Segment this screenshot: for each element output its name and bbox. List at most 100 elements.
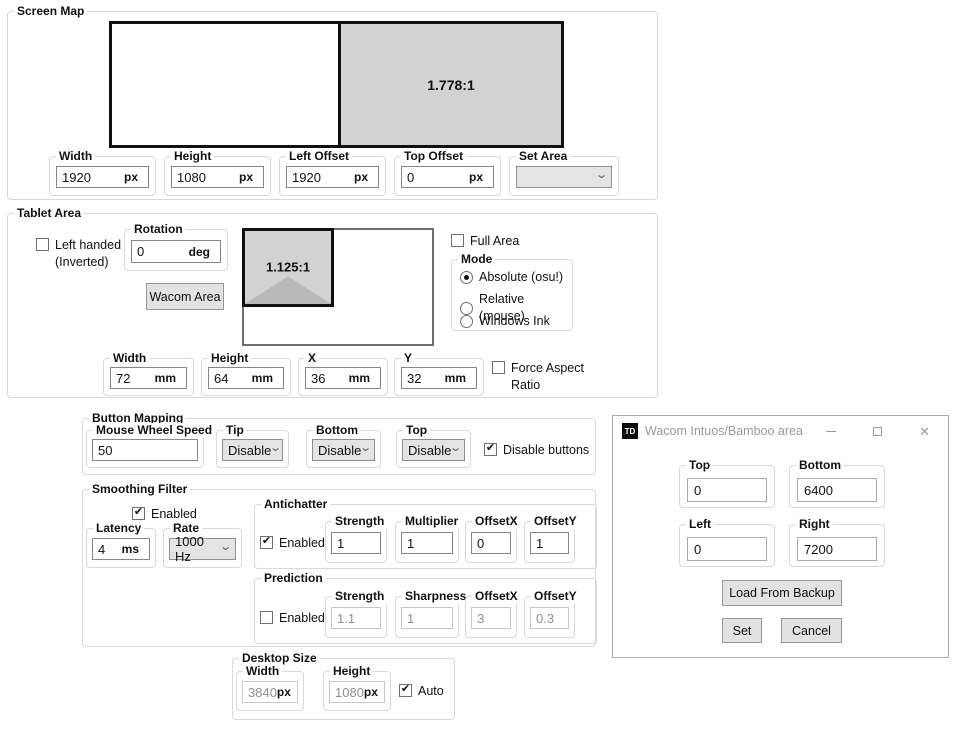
top-button-group: Top Disable ⌄ — [396, 423, 471, 468]
dialog-left-group: Left 0 — [679, 517, 775, 567]
tip-select[interactable]: Disable ⌄ — [222, 439, 283, 461]
disable-buttons-checkbox[interactable]: ✔ Disable buttons — [484, 442, 590, 457]
desktop-height-input[interactable]: 1080 px — [329, 681, 385, 703]
prediction-strength-group: Strength 1.1 — [325, 589, 388, 638]
radio-button-icon — [460, 301, 473, 315]
antichatter-offsetx-input[interactable]: 0 — [471, 532, 511, 554]
prediction-strength-input[interactable]: 1.1 — [331, 607, 381, 629]
screen-height-label: Height — [171, 149, 215, 164]
tip-label: Tip — [223, 423, 247, 438]
antichatter-strength-input[interactable]: 1 — [331, 532, 381, 554]
prediction-offsety-group: OffsetY 0.3 — [524, 589, 580, 638]
tablet-width-input[interactable]: 72 mm — [110, 367, 187, 389]
close-button[interactable]: ✕ — [901, 416, 948, 446]
tablet-height-group: Height 64 mm — [201, 351, 291, 396]
chevron-down-icon: ⌄ — [449, 441, 463, 454]
cancel-button[interactable]: Cancel — [781, 618, 842, 643]
close-icon: ✕ — [919, 423, 930, 439]
bottom-button-group: Bottom Disable ⌄ — [306, 423, 381, 468]
desktop-height-label: Height — [330, 664, 374, 679]
screen-height-input[interactable]: 1080 px — [171, 166, 264, 188]
set-button[interactable]: Set — [722, 618, 762, 643]
tablet-active-area[interactable]: 1.125:1 — [242, 228, 334, 307]
full-area-checkbox[interactable]: ✔ Full Area — [451, 233, 519, 250]
prediction-offsetx-input[interactable]: 3 — [471, 607, 511, 629]
left-offset-label: Left Offset — [286, 149, 352, 164]
top-button-select[interactable]: Disable ⌄ — [402, 439, 465, 461]
radio-button-icon — [460, 315, 473, 328]
screen-map-title: Screen Map — [14, 4, 88, 19]
desktop-height-group: Height 1080 px — [323, 664, 391, 711]
dialog-bottom-label: Bottom — [796, 458, 844, 473]
rate-select[interactable]: 1000 Hz ⌄ — [169, 534, 236, 564]
mode-title: Mode — [458, 252, 496, 267]
tablet-area-title: Tablet Area — [14, 206, 85, 221]
dialog-left-input[interactable]: 0 — [687, 537, 767, 561]
screen-map-area[interactable]: 1.778:1 — [338, 21, 564, 148]
left-handed-checkbox[interactable]: ✔ Left handed (Inverted) — [36, 237, 156, 271]
sharpness-label: Sharpness — [402, 589, 470, 604]
dialog-bottom-group: Bottom 6400 — [789, 458, 885, 508]
tablet-y-input[interactable]: 32 mm — [401, 367, 477, 389]
wacom-area-button[interactable]: Wacom Area — [146, 283, 224, 310]
dialog-right-input[interactable]: 7200 — [797, 537, 877, 561]
dialog-right-label: Right — [796, 517, 833, 532]
desktop-width-label: Width — [243, 664, 283, 679]
button-mapping-group: Button Mapping Mouse Wheel Speed 50 Tip … — [82, 411, 596, 475]
checkmark-icon: ✔ — [485, 442, 496, 454]
desktop-width-input[interactable]: 3840 px — [242, 681, 298, 703]
checkbox-box: ✔ — [260, 536, 273, 549]
checkmark-icon: ✔ — [261, 535, 272, 547]
dialog-bottom-input[interactable]: 6400 — [797, 478, 877, 502]
dialog-titlebar[interactable]: TD Wacom Intuos/Bamboo area — [613, 416, 948, 446]
tablet-width-group: Width 72 mm — [103, 351, 194, 396]
set-area-select[interactable]: ⌄ — [516, 166, 612, 188]
rotation-group: Rotation 0 deg — [124, 222, 228, 271]
set-area-group: Set Area ⌄ — [509, 149, 619, 196]
dialog-top-input[interactable]: 0 — [687, 478, 767, 502]
mouse-wheel-speed-input[interactable]: 50 — [92, 439, 198, 461]
tablet-x-input[interactable]: 36 mm — [305, 367, 381, 389]
prediction-sharpness-group: Sharpness 1 — [395, 589, 470, 638]
checkbox-box: ✔ — [484, 443, 497, 456]
prediction-sharpness-input[interactable]: 1 — [401, 607, 453, 629]
top-offset-input[interactable]: 0 px — [401, 166, 494, 188]
minimize-button[interactable] — [807, 416, 854, 446]
tablet-ratio-label: 1.125:1 — [265, 258, 311, 274]
mode-radio-relative[interactable]: Relative (mouse) — [460, 291, 572, 325]
smoothing-enabled-checkbox[interactable]: ✔ Enabled — [132, 506, 197, 521]
tablet-y-label: Y — [401, 351, 416, 366]
load-from-backup-button[interactable]: Load From Backup — [722, 580, 842, 606]
prediction-offsety-input[interactable]: 0.3 — [530, 607, 569, 629]
bottom-button-select[interactable]: Disable ⌄ — [312, 439, 375, 461]
force-aspect-ratio-checkbox[interactable]: ✔ Force Aspect Ratio — [492, 360, 591, 394]
antichatter-group: Antichatter ✔ Enabled Strength 1 Multipl… — [254, 497, 597, 569]
rate-group: Rate 1000 Hz ⌄ — [163, 521, 242, 568]
antichatter-multiplier-group: Multiplier 1 — [395, 514, 462, 563]
mode-radio-windows-ink[interactable]: Windows Ink — [460, 313, 550, 330]
latency-input[interactable]: 4 ms — [92, 538, 150, 560]
top-offset-group: Top Offset 0 px — [394, 149, 501, 196]
rotation-input[interactable]: 0 deg — [131, 240, 221, 263]
antichatter-enabled-checkbox[interactable]: ✔ Enabled — [260, 535, 325, 550]
maximize-icon — [873, 426, 882, 436]
left-offset-input[interactable]: 1920 px — [286, 166, 379, 188]
antichatter-strength-group: Strength 1 — [325, 514, 388, 563]
strength-label: Strength — [332, 514, 388, 529]
screen-width-input[interactable]: 1920 px — [56, 166, 149, 188]
desktop-size-title: Desktop Size — [239, 651, 320, 666]
maximize-button[interactable] — [854, 416, 901, 446]
mouse-wheel-speed-group: Mouse Wheel Speed 50 — [86, 423, 216, 468]
prediction-enabled-checkbox[interactable]: ✔ Enabled — [260, 610, 325, 627]
dialog-top-label: Top — [686, 458, 714, 473]
tablet-height-input[interactable]: 64 mm — [208, 367, 284, 389]
mode-radio-absolute[interactable]: Absolute (osu!) — [460, 269, 563, 286]
checkmark-icon: ✔ — [133, 506, 144, 518]
antichatter-multiplier-input[interactable]: 1 — [401, 532, 453, 554]
set-area-label: Set Area — [516, 149, 571, 164]
auto-desktop-checkbox[interactable]: ✔ Auto — [399, 683, 444, 698]
chevron-down-icon: ⌄ — [594, 168, 608, 181]
antichatter-offsety-input[interactable]: 1 — [530, 532, 569, 554]
screen-ratio-label: 1.778:1 — [427, 76, 475, 93]
antichatter-offsety-group: OffsetY 1 — [524, 514, 580, 563]
